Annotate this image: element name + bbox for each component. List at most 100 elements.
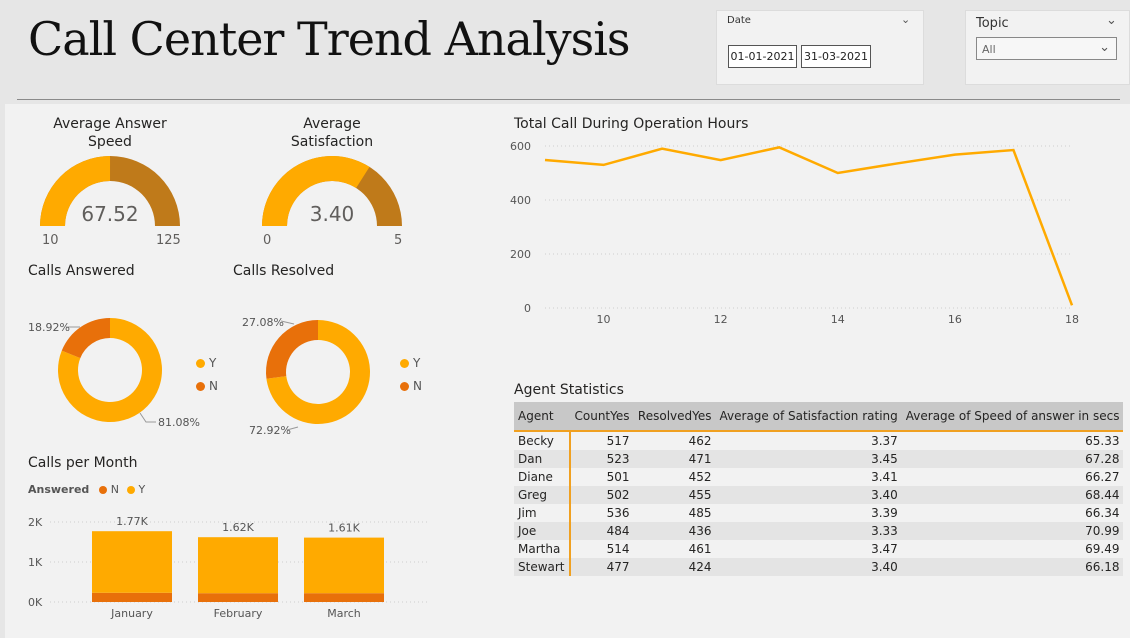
table-cell: 65.33 <box>1085 434 1120 448</box>
table-cell: Jim <box>514 504 571 522</box>
table-cell: 517 <box>606 434 630 448</box>
legend-label: N <box>110 483 120 496</box>
legend-label: Y <box>138 483 146 496</box>
table-row: Joe 484 436 3.33 70.99 <box>514 522 1124 540</box>
topic-dropdown[interactable]: All ⌄ <box>976 37 1117 60</box>
table-cell: Dan <box>514 450 571 468</box>
chevron-down-icon: ⌄ <box>1099 40 1110 55</box>
table-cell: 66.27 <box>1085 470 1120 484</box>
table-cell: 69.49 <box>1085 542 1120 556</box>
donut-slice-y <box>58 318 162 422</box>
table-cell: 471 <box>633 450 716 468</box>
gauge-satisfaction <box>262 156 402 226</box>
bar-segment-n[interactable] <box>92 592 172 602</box>
series-line[interactable] <box>544 146 1074 306</box>
legend-label: Y <box>209 356 217 370</box>
table-cell: 452 <box>688 470 712 484</box>
table-cell: 484 <box>569 522 634 540</box>
agent-statistics-table: Agent CountYes ResolvedYes Average of Satis… <box>514 402 1124 576</box>
y-tick-label: 600 <box>510 140 531 153</box>
x-tick-label: 14 <box>831 313 845 326</box>
line-chart-title: Total Call During Operation Hours <box>514 116 749 132</box>
column-header[interactable]: ResolvedYes <box>633 402 716 432</box>
table-cell: Joe <box>514 522 571 540</box>
bar-segment-n[interactable] <box>198 593 278 602</box>
chevron-down-icon[interactable]: ⌄ <box>1106 13 1117 28</box>
date-slicer[interactable]: Date ⌄ 01-01-2021 31-03-2021 <box>716 10 924 85</box>
chevron-down-icon[interactable]: ⌄ <box>901 13 911 26</box>
legend-item-y: Y <box>400 356 420 370</box>
table-cell: 68.44 <box>901 486 1124 504</box>
legend-item-y: Y <box>196 356 216 370</box>
donut-answered <box>58 318 162 422</box>
date-start-input[interactable]: 01-01-2021 <box>728 45 797 68</box>
date-end-input[interactable]: 31-03-2021 <box>801 45 871 68</box>
table-row: Dan 523 471 3.45 67.28 <box>514 450 1124 468</box>
gauge-value: 3.40 <box>309 202 355 226</box>
table-cell: 501 <box>606 470 630 484</box>
table-cell: 3.47 <box>871 542 898 556</box>
donut-label-n: 18.92% <box>28 321 70 334</box>
table-cell: 3.39 <box>871 506 898 520</box>
table-header-row: Agent CountYes ResolvedYes Average of Satis… <box>514 402 1124 432</box>
table-cell: 66.18 <box>901 558 1124 576</box>
donut-label-y: 81.08% <box>158 416 200 429</box>
column-header[interactable]: CountYes <box>569 402 634 432</box>
x-tick-label: 10 <box>597 313 611 326</box>
donut-title-answered: Calls Answered <box>28 263 135 279</box>
x-tick-label: 16 <box>948 313 962 326</box>
legend-item-n: N <box>400 379 422 393</box>
donut-label-n: 27.08% <box>242 316 284 329</box>
table-row: Greg 502 455 3.40 68.44 <box>514 486 1124 504</box>
table-cell: Martha <box>514 540 571 558</box>
gauge-answer-speed <box>40 156 180 226</box>
calls-per-month-chart: 2K 1K 0K 1.77K January 1.62K February 1.61K Marc… <box>28 515 430 620</box>
table-cell: 3.45 <box>715 450 902 468</box>
legend-label: N <box>209 379 218 393</box>
gauge-title-satisfaction: Average Satisfaction <box>290 116 374 150</box>
table-row: Diane 501 452 3.41 66.27 <box>514 468 1123 486</box>
gauge-max-label: 5 <box>394 233 403 248</box>
gauge-fill <box>262 156 370 226</box>
column-header[interactable]: Agent <box>514 402 570 432</box>
table-cell: 67.28 <box>901 450 1124 468</box>
table-cell: 3.33 <box>715 522 902 540</box>
table-row: Martha 514 461 3.47 69.49 <box>514 540 1123 558</box>
bar-chart-legend: Answered N Y <box>28 483 145 496</box>
bar-segment-y[interactable] <box>198 537 278 594</box>
column-header[interactable]: Average of Speed of answer in secs <box>901 402 1124 432</box>
bar-segment-n[interactable] <box>304 593 384 602</box>
x-tick-label: 12 <box>714 313 728 326</box>
table-cell: Stewart <box>514 558 571 576</box>
y-tick-label: 0 <box>524 302 531 315</box>
date-slicer-label: Date <box>727 15 751 26</box>
y-tick-label: 400 <box>510 194 531 207</box>
legend-label: Y <box>413 356 421 370</box>
gauge-title-answer-speed: Average Answer Speed <box>53 116 167 150</box>
gauge-min-label: 0 <box>263 233 272 248</box>
y-tick-label: 0K <box>28 596 43 609</box>
table-cell: 424 <box>633 558 716 576</box>
column-header[interactable]: Average of Satisfaction rating <box>715 402 902 432</box>
legend-item-n: N <box>196 379 218 393</box>
table-cell: 536 <box>606 506 630 520</box>
gauge-min-label: 10 <box>42 233 59 248</box>
gauge-fill <box>40 156 111 226</box>
table-cell: 523 <box>569 450 634 468</box>
y-tick-label: 1K <box>28 556 43 569</box>
donut-label-y: 72.92% <box>249 424 291 437</box>
table-cell: Becky <box>514 431 571 450</box>
table-cell: 436 <box>633 522 716 540</box>
bar-segment-y[interactable] <box>92 531 172 593</box>
bar-segment-y[interactable] <box>304 537 384 594</box>
table-cell: 502 <box>569 486 634 504</box>
table-cell: 3.41 <box>871 470 898 484</box>
topic-slicer[interactable]: Topic ⌄ All ⌄ <box>965 10 1130 85</box>
bar-total-label: 1.61K <box>328 522 360 535</box>
donut-title-resolved: Calls Resolved <box>233 263 335 279</box>
topic-slicer-label: Topic <box>976 16 1009 31</box>
table-cell: 514 <box>606 542 630 556</box>
topic-selected-value: All <box>982 43 996 56</box>
table-cell: 70.99 <box>901 522 1124 540</box>
x-tick-label: February <box>214 607 263 620</box>
